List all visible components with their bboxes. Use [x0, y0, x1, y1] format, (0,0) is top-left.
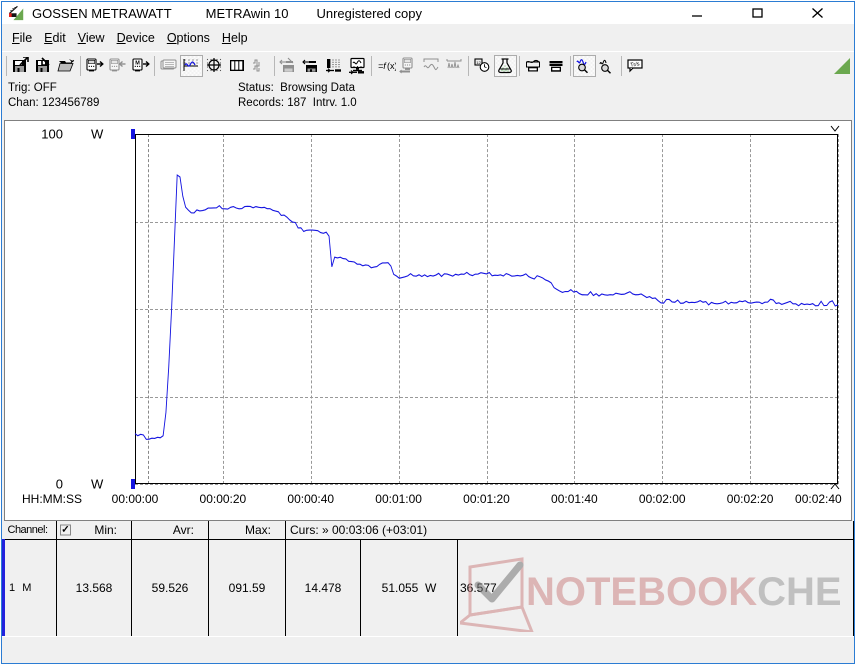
svg-text:(x): (x)	[387, 61, 396, 71]
svg-text:=f: =f	[378, 61, 387, 71]
svg-text:M: M	[135, 60, 140, 66]
